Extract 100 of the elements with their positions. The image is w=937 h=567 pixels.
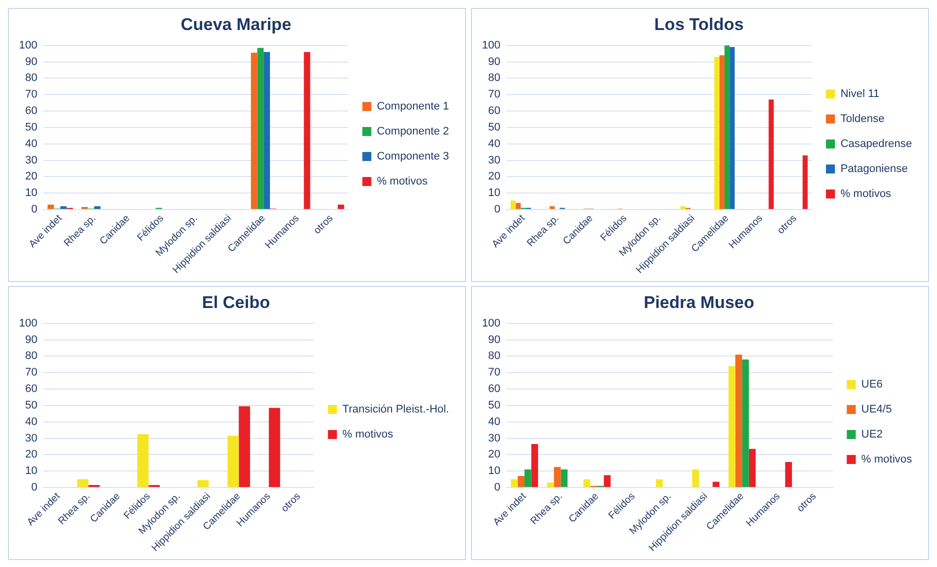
legend-label: UE4/5 bbox=[861, 404, 892, 416]
bar bbox=[724, 45, 730, 209]
y-tick-label: 80 bbox=[488, 350, 500, 362]
chart-title: Piedra Museo bbox=[644, 292, 754, 312]
y-tick-label: 30 bbox=[25, 154, 38, 166]
bar bbox=[560, 469, 568, 487]
bar bbox=[137, 434, 149, 487]
bar bbox=[735, 354, 742, 487]
y-tick-label: 90 bbox=[25, 56, 38, 68]
bar bbox=[604, 475, 611, 487]
bar bbox=[728, 366, 736, 487]
y-tick-label: 90 bbox=[25, 334, 38, 346]
legend-label: % motivos bbox=[376, 176, 428, 188]
bar bbox=[712, 482, 720, 487]
bar bbox=[547, 482, 554, 487]
legend-label: Componente 2 bbox=[376, 126, 450, 138]
y-tick-label: 80 bbox=[25, 350, 38, 362]
bar bbox=[785, 462, 792, 487]
bar bbox=[197, 480, 209, 487]
y-tick-label: 70 bbox=[25, 88, 38, 101]
y-tick-label: 60 bbox=[488, 383, 500, 396]
bar bbox=[257, 48, 264, 209]
y-tick-label: 70 bbox=[25, 366, 38, 379]
y-tick-label: 40 bbox=[25, 416, 38, 428]
y-tick-label: 100 bbox=[482, 39, 500, 52]
y-tick-label: 0 bbox=[494, 482, 500, 494]
y-tick-label: 100 bbox=[18, 317, 38, 330]
y-tick-label: 70 bbox=[488, 366, 500, 379]
bar bbox=[714, 56, 720, 209]
bar bbox=[338, 204, 344, 209]
y-tick-label: 10 bbox=[25, 187, 38, 200]
bar bbox=[730, 47, 735, 209]
legend-label: Transición Pleist.-Hol. bbox=[342, 404, 450, 416]
legend-label: Componente 1 bbox=[376, 100, 450, 113]
bar bbox=[268, 408, 280, 487]
bar bbox=[802, 155, 808, 209]
chart-title: Los Toldos bbox=[654, 14, 744, 34]
y-tick-label: 50 bbox=[25, 121, 38, 134]
y-tick-label: 0 bbox=[31, 204, 38, 216]
y-tick-label: 40 bbox=[25, 138, 38, 150]
bar bbox=[524, 469, 532, 487]
bar bbox=[550, 206, 555, 209]
y-tick-label: 30 bbox=[488, 154, 500, 166]
legend-label: Toldense bbox=[840, 113, 884, 126]
bar bbox=[656, 479, 663, 487]
chart-title: El Ceibo bbox=[202, 292, 270, 312]
y-tick-label: 60 bbox=[25, 383, 38, 396]
y-tick-label: 80 bbox=[488, 72, 500, 84]
y-tick-label: 20 bbox=[25, 170, 38, 183]
bar bbox=[531, 444, 538, 487]
y-tick-label: 20 bbox=[488, 170, 500, 183]
y-tick-label: 90 bbox=[488, 334, 500, 346]
y-tick-label: 20 bbox=[488, 448, 500, 461]
bar bbox=[94, 206, 101, 209]
bar bbox=[250, 52, 258, 209]
y-tick-label: 40 bbox=[488, 416, 500, 428]
y-tick-label: 50 bbox=[488, 399, 500, 412]
bar bbox=[748, 448, 756, 487]
y-tick-label: 100 bbox=[18, 39, 38, 52]
y-tick-label: 70 bbox=[488, 88, 500, 101]
bar bbox=[227, 436, 239, 487]
legend-label: % motivos bbox=[840, 188, 892, 200]
bar bbox=[692, 469, 700, 487]
y-tick-label: 100 bbox=[482, 317, 500, 330]
bar bbox=[554, 466, 561, 487]
y-tick-label: 10 bbox=[488, 465, 500, 478]
bar bbox=[48, 204, 54, 209]
bar bbox=[60, 206, 67, 209]
bar bbox=[680, 206, 686, 209]
y-tick-label: 90 bbox=[488, 56, 500, 68]
y-tick-label: 10 bbox=[488, 187, 500, 200]
bar bbox=[264, 52, 270, 209]
legend-label: % motivos bbox=[861, 454, 912, 466]
bar bbox=[304, 52, 310, 209]
y-tick-label: 0 bbox=[31, 482, 38, 494]
y-tick-label: 0 bbox=[494, 204, 500, 216]
bar bbox=[719, 55, 725, 209]
y-tick-label: 30 bbox=[25, 432, 38, 444]
legend-label: UE2 bbox=[861, 428, 883, 441]
legend-label: % motivos bbox=[342, 428, 394, 441]
y-tick-label: 50 bbox=[25, 399, 38, 412]
y-tick-label: 60 bbox=[25, 105, 38, 118]
chart-title: Cueva Maripe bbox=[180, 14, 292, 34]
legend-label: Patagoniense bbox=[840, 163, 908, 176]
bar bbox=[77, 479, 88, 487]
bar bbox=[583, 479, 590, 487]
legend-label: UE6 bbox=[861, 378, 883, 391]
legend-label: Nivel 11 bbox=[840, 88, 880, 100]
legend-label: Componente 3 bbox=[376, 150, 450, 163]
bar bbox=[238, 406, 250, 487]
bar bbox=[510, 200, 516, 209]
y-tick-label: 10 bbox=[25, 465, 38, 478]
bar bbox=[510, 479, 518, 487]
y-tick-label: 50 bbox=[488, 121, 500, 134]
y-tick-label: 80 bbox=[25, 72, 38, 84]
legend-label: Casapedrense bbox=[840, 138, 912, 150]
y-tick-label: 20 bbox=[25, 448, 38, 461]
bar bbox=[742, 360, 749, 487]
y-tick-label: 30 bbox=[488, 432, 500, 444]
y-tick-label: 40 bbox=[488, 138, 500, 150]
